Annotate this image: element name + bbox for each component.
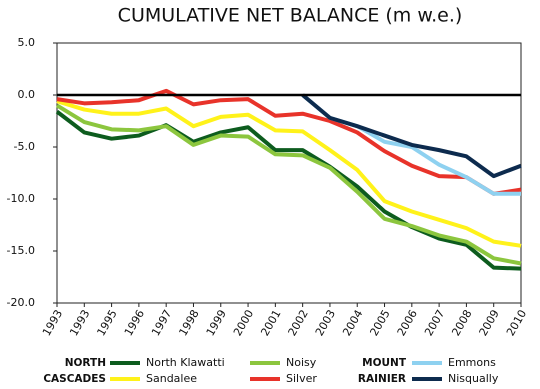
y-tick-label: -15.0 [7,244,35,257]
legend-label: Nisqually [448,372,499,385]
legend-label: North Klawatti [146,356,225,369]
series-line [56,99,522,248]
x-tick-label: 1999 [204,308,229,339]
chart-title: CUMULATIVE NET BALANCE (m w.e.) [118,5,463,27]
x-tick-label: 2000 [231,308,256,339]
x-tick-label: 1993 [67,308,92,339]
series-line [301,93,522,179]
legend-group-label: CASCADES [43,373,106,385]
x-tick-label: 2002 [286,308,311,339]
legend-label: Emmons [448,356,496,369]
x-tick-label: 1993 [40,308,65,339]
legend-group-label: MOUNT [362,357,407,369]
x-tick-label: 1996 [122,308,147,339]
x-tick-label: 2006 [395,308,420,339]
legend-group-label: NORTH [65,357,106,369]
y-tick-label: 0.0 [18,88,36,101]
x-tick-label: 2008 [449,308,474,339]
x-tick-label: 2009 [477,308,502,339]
series-line [55,110,522,271]
series-line [56,88,522,196]
plot-frame [56,42,522,304]
y-tick-label: 5.0 [18,36,36,49]
x-tick-label: 2005 [367,308,392,339]
y-tick-label: -20.0 [7,296,35,309]
x-tick-label: 2001 [258,308,283,339]
x-tick-label: 2003 [313,308,338,339]
x-tick-label: 2010 [504,308,529,339]
x-tick-label: 1995 [95,308,120,339]
y-tick-label: -10.0 [7,192,35,205]
y-tick-label: -5.0 [14,140,35,153]
legend-label: Noisy [286,356,317,369]
series-line [55,103,522,266]
x-tick-label: 1997 [149,308,174,339]
legend-group-label: RAINIER [358,373,406,385]
legend-label: Silver [286,372,317,385]
x-tick-label: 2007 [422,308,447,339]
x-tick-label: 1998 [176,308,201,339]
legend-label: Sandalee [146,372,197,385]
x-tick-label: 2004 [340,308,365,339]
